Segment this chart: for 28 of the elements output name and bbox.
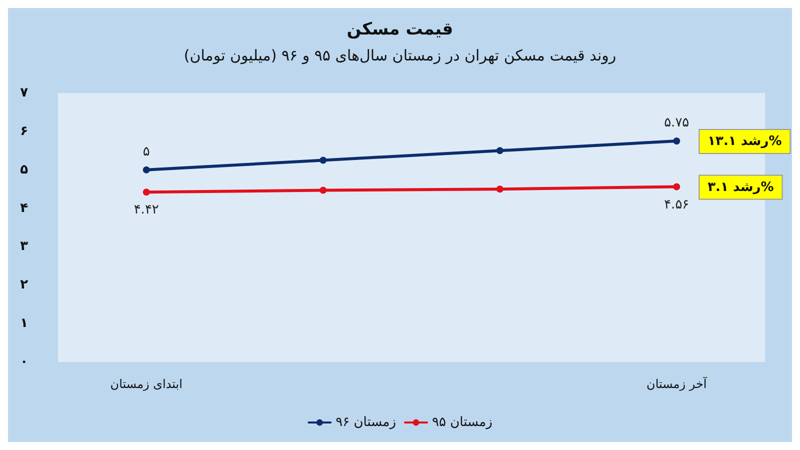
y-tick-label: ۳	[20, 239, 28, 254]
y-tick-label: ۶	[20, 124, 28, 139]
legend-label: زمستان ۹۶	[336, 415, 396, 430]
y-tick-label: ۲	[20, 278, 28, 293]
annotation: رشد ۱۳.۱%	[708, 134, 782, 150]
y-tick-label: ۵	[20, 162, 28, 178]
y-tick-label: ۰	[20, 354, 28, 370]
annotation: رشد ۳.۱%	[708, 180, 774, 195]
y-tick-label: ۴	[20, 200, 28, 216]
data-label: ۵	[142, 144, 150, 160]
x-tick-label: آخر زمستان	[646, 376, 708, 391]
point	[496, 186, 504, 193]
chart-title: قیمت مسکن	[346, 20, 454, 40]
point	[496, 147, 504, 154]
legend-label: زمستان ۹۵	[432, 415, 492, 430]
chart-subtitle: روند قیمت مسکن تهران در زمستان سال‌های ۹۵ و ۹۶ (میلیون تومان)	[184, 46, 616, 64]
x-tick-label: ابتدای زمستان	[110, 377, 182, 391]
point	[320, 156, 327, 164]
data-label: ۵.۷۵	[664, 116, 690, 131]
data-label: ۴.۴۲	[134, 202, 159, 218]
y-tick-label: ۷	[20, 86, 28, 100]
point	[142, 166, 150, 174]
point	[673, 138, 680, 145]
y-tick-label: ۱	[20, 316, 28, 332]
point	[320, 186, 327, 194]
point	[673, 183, 680, 190]
data-label: ۴.۵۶	[664, 197, 690, 212]
point	[142, 188, 150, 196]
